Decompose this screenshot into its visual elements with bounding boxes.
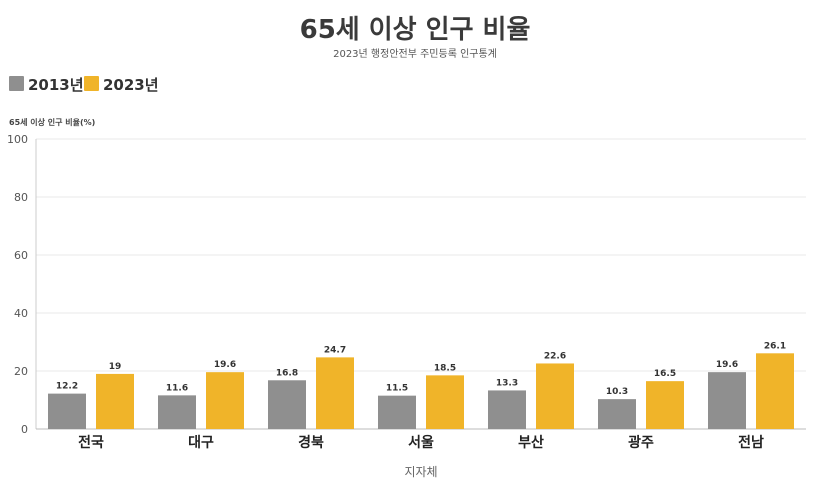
- legend-label-2023: 2023년: [103, 76, 159, 94]
- data-label: 19: [109, 362, 122, 372]
- chart-subtitle: 2023년 행정안전부 주민등록 인구통계: [333, 48, 497, 60]
- x-tick-label: 전남: [738, 434, 764, 451]
- y-axis-ticks: 0 20 40 60 80 100: [7, 133, 28, 436]
- legend-swatch-2023: [84, 76, 99, 91]
- gridlines: [36, 138, 806, 372]
- x-tick-label: 대구: [188, 435, 214, 451]
- chart-title: 65세 이상 인구 비율: [300, 15, 531, 45]
- data-label: 24.7: [324, 345, 346, 355]
- data-label: 16.5: [654, 369, 676, 379]
- data-label: 11.5: [386, 384, 408, 394]
- bar: [378, 395, 416, 429]
- x-axis-ticks: 전국 대구 경북 서울 부산 광주 전남: [78, 434, 764, 451]
- y-axis-title: 65세 이상 인구 비율(%): [9, 117, 95, 127]
- data-label: 11.6: [166, 383, 188, 393]
- bar: [158, 395, 196, 429]
- data-label: 22.6: [544, 351, 566, 361]
- x-axis-title: 지자체: [404, 465, 437, 479]
- legend-swatch-2013: [9, 76, 24, 91]
- y-tick-label: 20: [14, 365, 28, 378]
- bar: [96, 373, 134, 429]
- x-tick-label: 부산: [518, 434, 544, 451]
- bar: [268, 380, 306, 429]
- bar: [488, 390, 526, 429]
- bar: [316, 357, 354, 429]
- bar: [48, 393, 86, 429]
- bar: [598, 399, 636, 429]
- data-label: 12.2: [56, 382, 78, 392]
- bar: [426, 375, 464, 429]
- bar: [206, 372, 244, 429]
- legend: 2013년 2023년: [9, 76, 159, 94]
- data-label: 10.3: [606, 387, 628, 397]
- bar: [708, 372, 746, 429]
- y-tick-label: 80: [14, 191, 28, 204]
- x-tick-label: 서울: [408, 434, 434, 451]
- data-label: 13.3: [496, 378, 518, 388]
- data-label: 19.6: [716, 360, 738, 370]
- data-label: 19.6: [214, 360, 236, 370]
- data-label: 16.8: [276, 368, 298, 378]
- y-tick-label: 0: [21, 423, 28, 436]
- y-tick-label: 100: [7, 133, 28, 146]
- x-tick-label: 전국: [78, 434, 104, 451]
- data-label: 18.5: [434, 363, 456, 373]
- x-tick-label: 경북: [298, 434, 324, 451]
- bars: [48, 353, 794, 429]
- bar: [646, 381, 684, 429]
- data-label: 26.1: [764, 341, 786, 351]
- legend-label-2013: 2013년: [28, 76, 84, 94]
- data-labels: 12.2 19 11.6 19.6 16.8 24.7 11.5 18.5 13.3 22.6 10…: [56, 341, 786, 397]
- bar: [536, 363, 574, 429]
- bar: [756, 353, 794, 429]
- x-tick-label: 광주: [628, 434, 654, 451]
- y-tick-label: 60: [14, 249, 28, 262]
- y-tick-label: 40: [14, 307, 28, 320]
